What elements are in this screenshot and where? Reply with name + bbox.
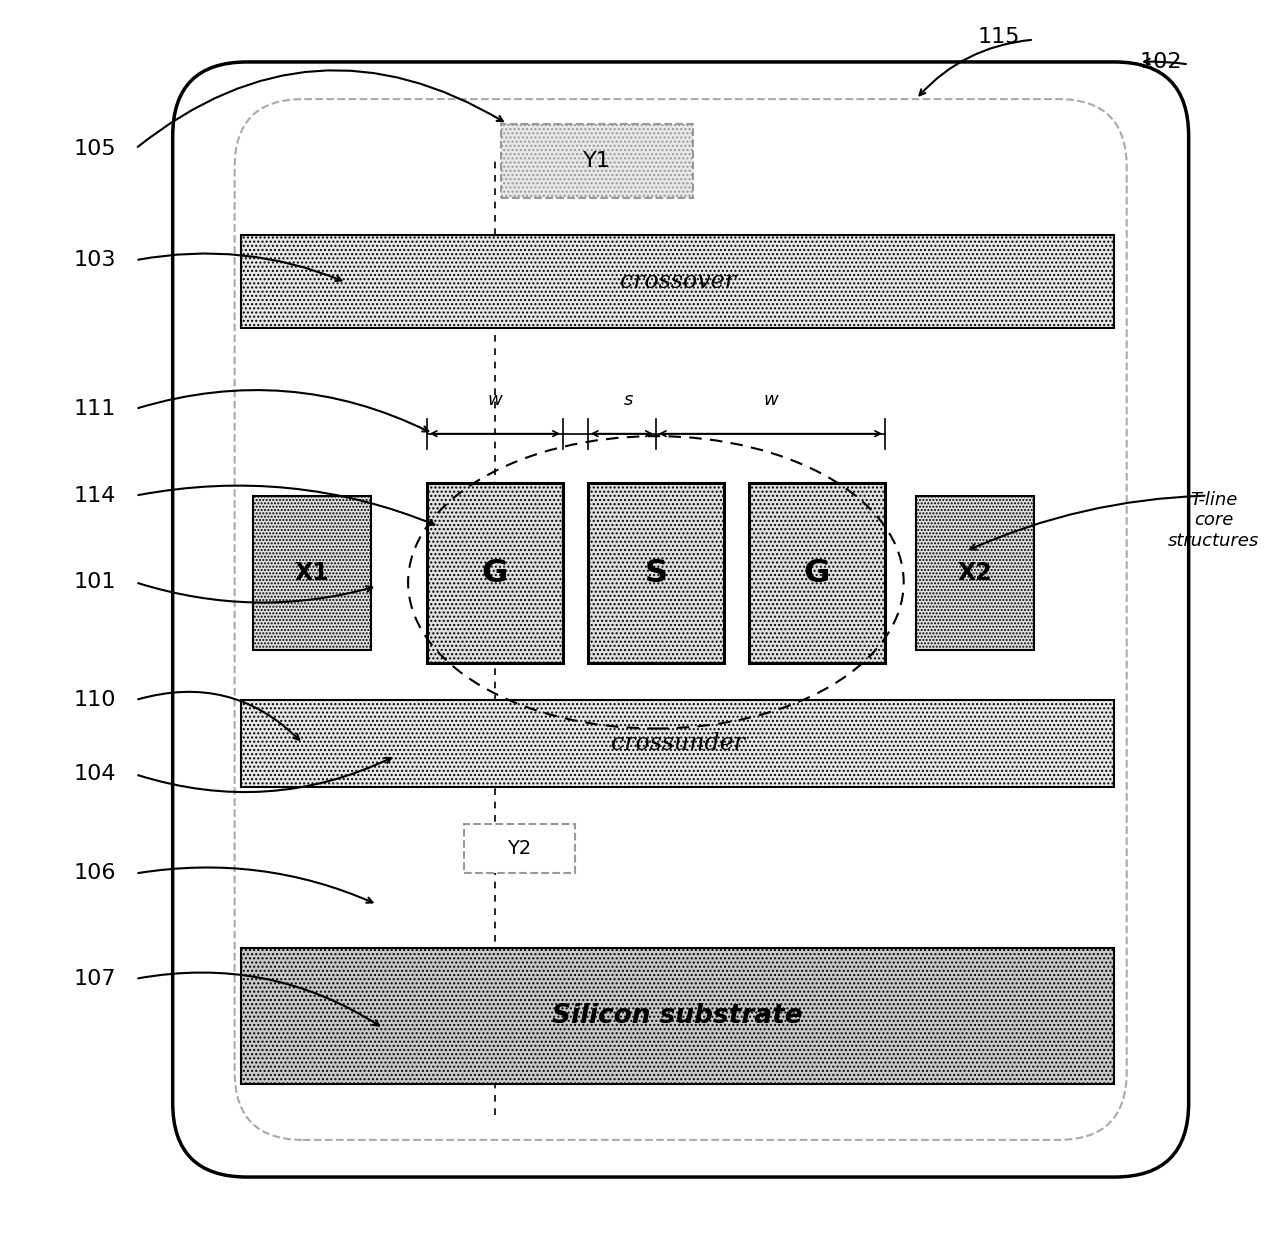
Text: 110: 110: [73, 690, 116, 710]
Bar: [241, 948, 1115, 1084]
Text: G: G: [804, 558, 830, 589]
FancyBboxPatch shape: [172, 62, 1189, 1177]
Text: 105: 105: [73, 139, 116, 159]
Bar: [463, 824, 575, 873]
Bar: [241, 235, 1115, 328]
FancyBboxPatch shape: [234, 99, 1126, 1140]
Bar: [916, 496, 1033, 650]
Text: 101: 101: [73, 572, 116, 592]
Bar: [254, 496, 371, 650]
Text: 103: 103: [73, 250, 116, 270]
Text: crossunder: crossunder: [610, 732, 744, 755]
Text: crossover: crossover: [619, 270, 735, 294]
Text: 102: 102: [1139, 52, 1181, 72]
Text: Y2: Y2: [507, 839, 532, 859]
Text: T-line
core
structures: T-line core structures: [1167, 491, 1259, 550]
Text: X2: X2: [958, 561, 992, 585]
Text: 104: 104: [73, 764, 116, 784]
Text: 111: 111: [73, 399, 116, 419]
Text: G: G: [481, 558, 508, 589]
Text: 115: 115: [978, 27, 1021, 47]
Text: s: s: [623, 390, 633, 409]
Text: w: w: [488, 390, 502, 409]
Bar: [241, 700, 1115, 787]
Bar: [749, 483, 885, 663]
Text: Silicon substrate: Silicon substrate: [552, 1004, 803, 1028]
Bar: [501, 124, 694, 198]
Text: 106: 106: [73, 864, 116, 883]
Text: X1: X1: [295, 561, 329, 585]
Text: w: w: [763, 390, 777, 409]
Bar: [588, 483, 725, 663]
Text: Y1: Y1: [583, 151, 611, 171]
Text: 107: 107: [73, 969, 116, 989]
Text: S: S: [645, 558, 668, 589]
Bar: [427, 483, 562, 663]
Text: 114: 114: [73, 486, 116, 506]
